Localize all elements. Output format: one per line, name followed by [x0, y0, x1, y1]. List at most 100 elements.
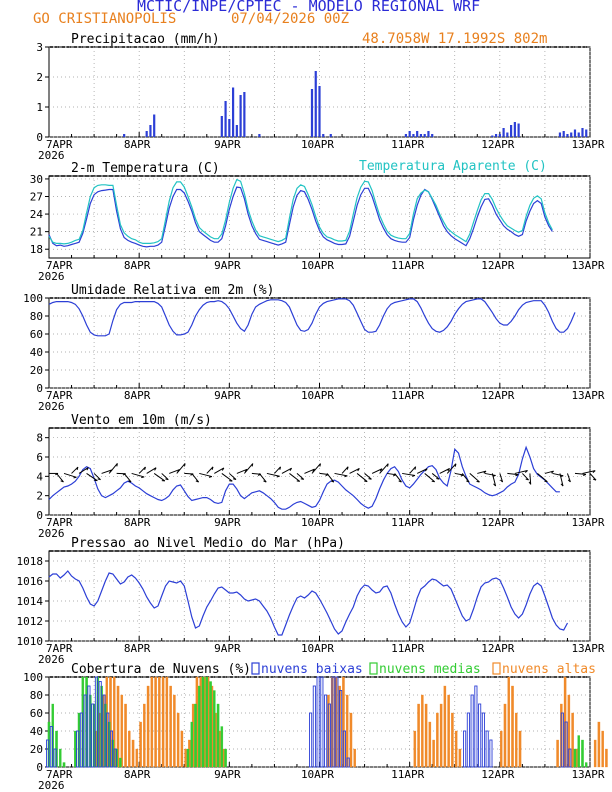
wind-arrow-head	[263, 480, 267, 483]
cloud-bar-nuvens-altas	[124, 703, 127, 768]
wind-arrow-head	[346, 466, 349, 470]
y-tick-label: 1018	[17, 555, 44, 568]
wind-arrow	[161, 473, 169, 480]
wind-arrow	[281, 467, 292, 474]
wind-arrow-head	[76, 466, 79, 471]
wind-arrow-head	[211, 466, 214, 470]
y-tick-label: 8	[36, 432, 43, 445]
precip-bar	[585, 129, 588, 137]
header-city: GO CRISTIANOPOLIS	[33, 11, 177, 27]
precip-bar	[235, 125, 238, 137]
cloud-bar-nuvens-baixas	[320, 676, 324, 768]
y-tick-label: 2	[36, 490, 43, 503]
cloud-bar-nuvens-altas	[439, 703, 443, 768]
wind-arrow-head	[128, 480, 132, 483]
precip-bar	[573, 129, 577, 137]
cloud-bar-nuvens-baixas	[91, 703, 95, 768]
y-tick-label: 60	[30, 328, 43, 341]
wind-arrow	[469, 473, 480, 483]
precip-bar	[145, 131, 148, 137]
x-tick-label: 11APR	[391, 642, 424, 655]
wind-arrow-head	[582, 473, 587, 477]
y-tick-label: 80	[30, 689, 43, 702]
wind-arrow-head	[592, 470, 596, 474]
wind-arrow	[454, 472, 464, 476]
wind-arrow-head	[330, 480, 335, 483]
cloud-bar-nuvens-altas	[443, 685, 447, 768]
wind-arrow-head	[454, 463, 457, 467]
wind-arrow	[236, 468, 248, 474]
wind-arrow	[78, 467, 89, 474]
wind-arrow	[123, 473, 132, 483]
wind-arrow	[176, 463, 186, 474]
precip-bar	[258, 134, 261, 137]
precip-bar	[431, 134, 434, 137]
x-tick-label: 13APR	[571, 259, 604, 272]
cloud-bar-nuvens-baixas	[331, 676, 335, 768]
x-year-label: 2026	[38, 270, 65, 283]
cloud-bar-nuvens-medias	[186, 748, 190, 768]
x-tick-label: 12APR	[481, 516, 514, 529]
temp-legend-label: Temperatura Aparente (C)	[359, 159, 547, 174]
cloud-bar-nuvens-altas	[173, 694, 176, 768]
cloud-bar-nuvens-altas	[131, 739, 135, 768]
x-tick-label: 9APR	[214, 259, 241, 272]
wind-arrow	[537, 473, 548, 483]
precip-bar	[558, 132, 562, 137]
cloud-bar-nuvens-baixas	[87, 685, 91, 768]
cloud-bar-nuvens-altas	[176, 712, 180, 768]
wind-arrow-head	[412, 474, 416, 477]
wind-arrow	[522, 473, 529, 481]
precip-bar	[329, 134, 332, 137]
wind-arrow	[416, 468, 428, 474]
wind-arrow-head	[232, 478, 237, 480]
precip-bar	[239, 95, 242, 137]
cloud-bar-nuvens-altas	[597, 721, 601, 768]
wind-arrow-head	[493, 483, 496, 487]
wind-arrow-head	[368, 478, 372, 480]
cloud-bar-nuvens-altas	[458, 748, 462, 768]
cloud-bar-nuvens-altas	[605, 748, 608, 768]
y-tick-label: 20	[30, 364, 43, 377]
wind-arrow	[544, 470, 554, 474]
wind-arrow	[574, 472, 586, 475]
cloud-bar-nuvens-altas	[421, 694, 424, 768]
wind-arrow	[409, 466, 417, 474]
cloud-bar-nuvens-baixas	[560, 712, 564, 768]
precip-bar	[498, 134, 501, 137]
x-tick-label: 8APR	[124, 259, 151, 272]
cloud-bar-nuvens-medias	[74, 730, 77, 768]
y-tick-label: 21	[30, 226, 43, 239]
cloud-bar-nuvens-baixas	[106, 712, 110, 768]
wind-arrow	[402, 472, 416, 476]
y-tick-label: 0	[36, 131, 43, 144]
x-tick-label: 11APR	[391, 259, 424, 272]
x-tick-label: 9APR	[214, 389, 241, 402]
wind-arrow-head	[319, 463, 321, 467]
cloud-bar-nuvens-altas	[507, 676, 510, 768]
wind-arrow-head	[414, 466, 417, 470]
y-tick-label: 0	[36, 509, 43, 522]
wind-arrow	[341, 466, 349, 474]
wind-arrow-head	[165, 478, 169, 481]
x-tick-label: 8APR	[124, 642, 151, 655]
wind-arrow	[514, 470, 528, 474]
y-tick-label: 6	[36, 451, 43, 464]
wind-arrow-head	[312, 468, 315, 472]
cloud-bar-nuvens-baixas	[327, 703, 331, 768]
wind-arrow-head	[466, 480, 470, 483]
y-tick-label: 100	[23, 671, 43, 684]
cloud-bar-nuvens-altas	[139, 721, 142, 768]
cloud-bar-nuvens-altas	[180, 730, 184, 768]
cloud-bar-nuvens-altas	[428, 721, 432, 768]
cloud-bar-nuvens-altas	[417, 703, 420, 768]
cloud-bar-nuvens-altas	[169, 685, 172, 768]
x-tick-label: 13APR	[571, 642, 604, 655]
y-tick-label: 0	[36, 382, 43, 395]
legend-swatch	[369, 662, 378, 675]
cloud-bar-nuvens-altas	[515, 712, 518, 768]
precip-bar	[220, 116, 223, 137]
cloud-bar-nuvens-baixas	[53, 748, 57, 768]
cloud-bar-nuvens-medias	[213, 690, 216, 768]
x-tick-label: 7APR	[46, 642, 73, 655]
